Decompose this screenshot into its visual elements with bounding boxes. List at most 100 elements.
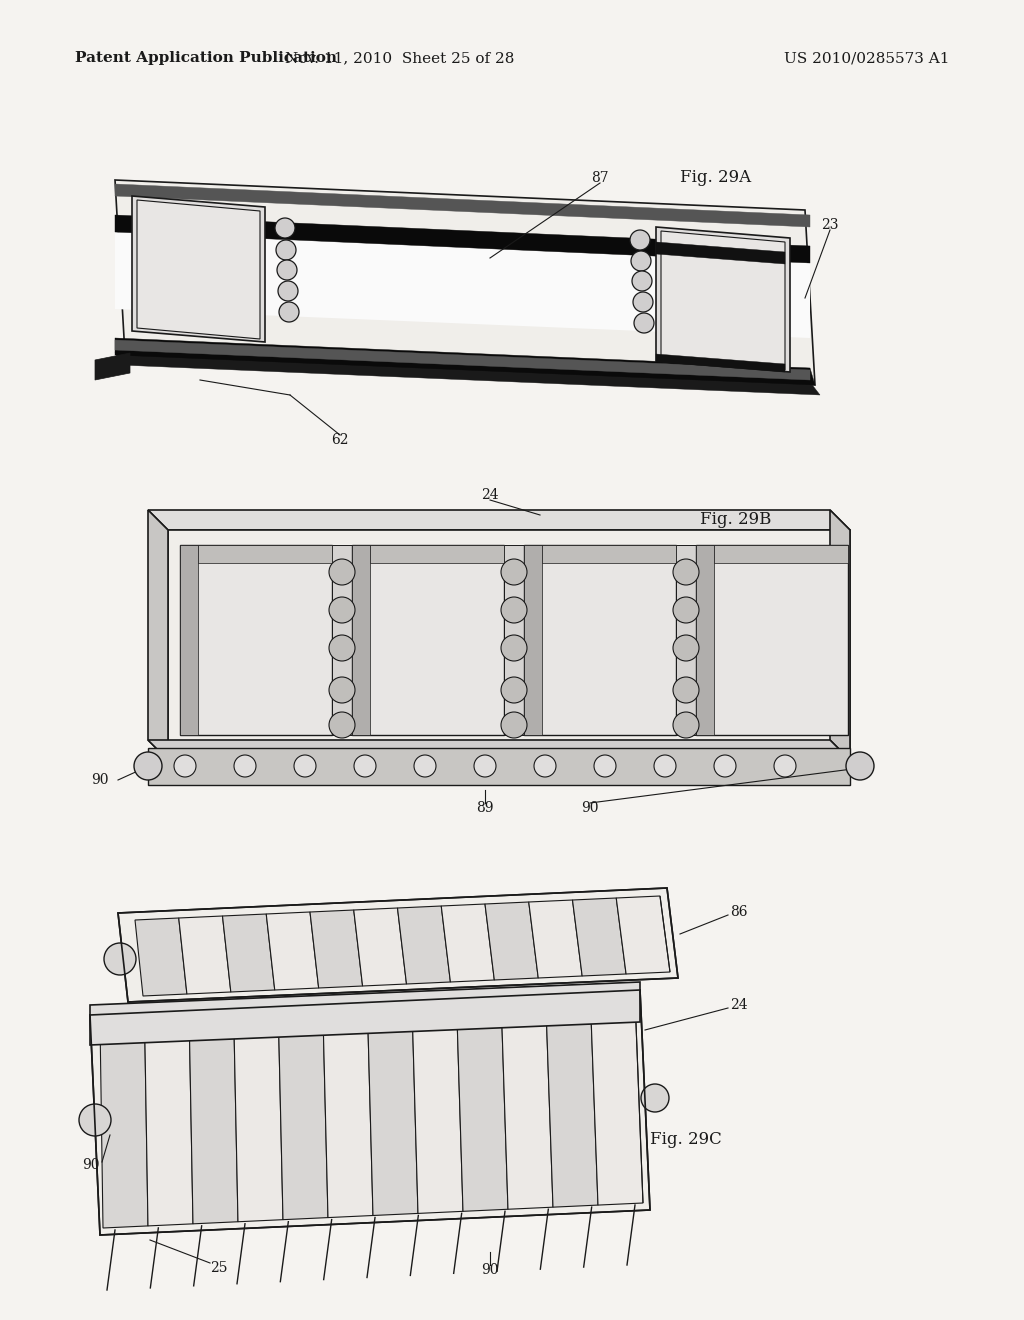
Text: 90: 90 xyxy=(91,774,109,787)
Circle shape xyxy=(630,230,650,249)
Polygon shape xyxy=(222,913,274,993)
Text: 24: 24 xyxy=(481,488,499,502)
Circle shape xyxy=(501,597,527,623)
Polygon shape xyxy=(148,741,850,760)
Polygon shape xyxy=(90,990,650,1236)
Polygon shape xyxy=(144,1018,193,1226)
Polygon shape xyxy=(485,902,539,979)
Circle shape xyxy=(279,302,299,322)
Polygon shape xyxy=(115,341,810,380)
Polygon shape xyxy=(95,352,130,380)
Polygon shape xyxy=(635,998,643,1203)
Circle shape xyxy=(329,677,355,704)
Polygon shape xyxy=(412,1006,463,1213)
Polygon shape xyxy=(656,354,785,372)
Polygon shape xyxy=(115,180,815,385)
Polygon shape xyxy=(714,545,848,564)
Text: US 2010/0285573 A1: US 2010/0285573 A1 xyxy=(784,51,950,65)
Polygon shape xyxy=(180,545,198,735)
Polygon shape xyxy=(115,338,815,385)
Polygon shape xyxy=(198,545,332,564)
Polygon shape xyxy=(310,909,362,987)
Text: Nov. 11, 2010  Sheet 25 of 28: Nov. 11, 2010 Sheet 25 of 28 xyxy=(286,51,515,65)
Text: 87: 87 xyxy=(591,172,609,185)
Polygon shape xyxy=(656,242,785,264)
Circle shape xyxy=(474,755,496,777)
Polygon shape xyxy=(179,916,230,994)
Circle shape xyxy=(631,251,651,271)
Polygon shape xyxy=(148,510,850,531)
Polygon shape xyxy=(135,917,187,997)
Circle shape xyxy=(329,711,355,738)
Text: 62: 62 xyxy=(331,433,349,447)
Polygon shape xyxy=(352,545,370,735)
Circle shape xyxy=(278,260,297,280)
Polygon shape xyxy=(370,545,504,564)
Polygon shape xyxy=(148,510,168,760)
Polygon shape xyxy=(137,201,260,339)
Polygon shape xyxy=(830,510,850,760)
Circle shape xyxy=(774,755,796,777)
Polygon shape xyxy=(660,896,670,972)
Text: 90: 90 xyxy=(83,1158,100,1172)
Polygon shape xyxy=(118,888,678,1002)
Circle shape xyxy=(329,558,355,585)
Circle shape xyxy=(174,755,196,777)
Polygon shape xyxy=(100,1020,148,1228)
Polygon shape xyxy=(115,352,820,395)
Text: 89: 89 xyxy=(476,801,494,814)
Circle shape xyxy=(673,677,699,704)
Polygon shape xyxy=(180,545,332,735)
Circle shape xyxy=(632,271,652,290)
Text: Fig. 29A: Fig. 29A xyxy=(680,169,752,186)
Polygon shape xyxy=(591,998,643,1205)
Polygon shape xyxy=(656,227,790,372)
Polygon shape xyxy=(189,1016,238,1224)
Circle shape xyxy=(294,755,316,777)
Circle shape xyxy=(134,752,162,780)
Text: Fig. 29B: Fig. 29B xyxy=(700,511,771,528)
Polygon shape xyxy=(502,1002,553,1209)
Circle shape xyxy=(534,755,556,777)
Circle shape xyxy=(275,218,295,238)
Polygon shape xyxy=(524,545,676,735)
Text: 90: 90 xyxy=(582,801,599,814)
Polygon shape xyxy=(332,545,352,735)
Polygon shape xyxy=(504,545,524,735)
Circle shape xyxy=(501,635,527,661)
Polygon shape xyxy=(616,896,670,974)
Text: 90: 90 xyxy=(481,1263,499,1276)
Circle shape xyxy=(634,313,654,333)
Polygon shape xyxy=(90,982,640,1045)
Polygon shape xyxy=(279,1012,328,1220)
Polygon shape xyxy=(528,900,583,978)
Circle shape xyxy=(329,597,355,623)
Circle shape xyxy=(104,942,136,975)
Circle shape xyxy=(714,755,736,777)
Text: 25: 25 xyxy=(210,1261,227,1275)
Polygon shape xyxy=(233,1014,283,1222)
Circle shape xyxy=(234,755,256,777)
Polygon shape xyxy=(676,545,696,735)
Circle shape xyxy=(329,635,355,661)
Circle shape xyxy=(673,711,699,738)
Circle shape xyxy=(633,292,653,312)
Polygon shape xyxy=(524,545,542,735)
Polygon shape xyxy=(266,912,318,990)
Polygon shape xyxy=(441,904,495,982)
Circle shape xyxy=(846,752,874,780)
Polygon shape xyxy=(115,232,810,338)
Polygon shape xyxy=(457,1005,508,1212)
Polygon shape xyxy=(696,545,714,735)
Polygon shape xyxy=(148,748,850,785)
Polygon shape xyxy=(696,545,848,735)
Circle shape xyxy=(278,281,298,301)
Polygon shape xyxy=(368,1008,418,1216)
Circle shape xyxy=(673,635,699,661)
Polygon shape xyxy=(572,898,626,975)
Circle shape xyxy=(79,1104,111,1137)
Circle shape xyxy=(673,597,699,623)
Text: 24: 24 xyxy=(730,998,748,1012)
Polygon shape xyxy=(546,1001,598,1208)
Polygon shape xyxy=(132,195,265,342)
